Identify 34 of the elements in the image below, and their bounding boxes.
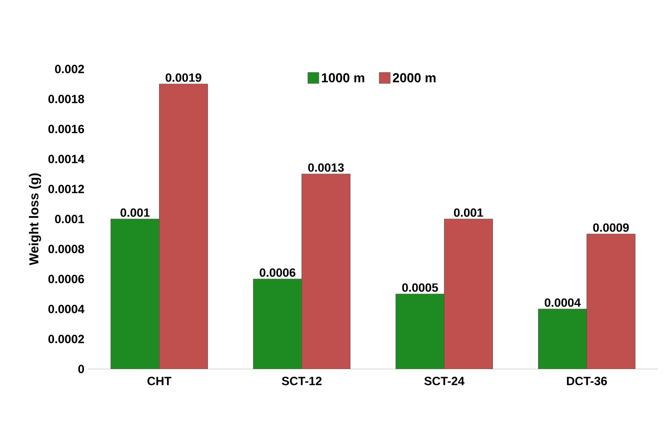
bar [253, 278, 302, 369]
bar [538, 308, 587, 369]
data-label: 0.0005 [402, 283, 438, 292]
bar [110, 218, 160, 369]
bar [302, 174, 350, 369]
legend-label: 1000 m [322, 73, 364, 82]
legend-label: 2000 m [392, 73, 436, 82]
data-label: 0.0019 [166, 73, 202, 82]
y-tick-label: 0.0002 [48, 334, 84, 344]
bar [396, 294, 444, 369]
y-tick-label: 0.0018 [48, 94, 84, 104]
y-tick-label: 0.0008 [48, 244, 84, 254]
y-tick-label: 0.0006 [48, 274, 84, 284]
y-tick-label: 0 [78, 364, 84, 374]
x-tick-label: SCT-12 [282, 376, 322, 386]
data-label: 0.001 [454, 208, 484, 217]
data-label: 0.0009 [593, 223, 629, 232]
data-label: 0.0006 [260, 268, 296, 277]
bar [159, 84, 208, 369]
y-tick-label: 0.0016 [48, 124, 84, 134]
data-label: 0.0004 [544, 298, 581, 307]
bar [444, 218, 493, 369]
x-tick-label: DCT-36 [566, 376, 607, 386]
y-tick-label: 0.0014 [48, 154, 84, 164]
bar [586, 234, 636, 369]
data-label: 0.0013 [308, 163, 344, 172]
y-tick-label: 0.002 [55, 64, 84, 74]
y-tick-label: 0.0012 [48, 184, 84, 194]
x-tick-label: CHT [147, 376, 172, 386]
x-tick-label: SCT-24 [424, 376, 464, 386]
y-tick-label: 0.0004 [48, 304, 84, 314]
data-label: 0.001 [120, 208, 150, 217]
y-axis-title: Weight loss (g) [28, 173, 42, 266]
y-tick-label: 0.001 [55, 214, 84, 224]
